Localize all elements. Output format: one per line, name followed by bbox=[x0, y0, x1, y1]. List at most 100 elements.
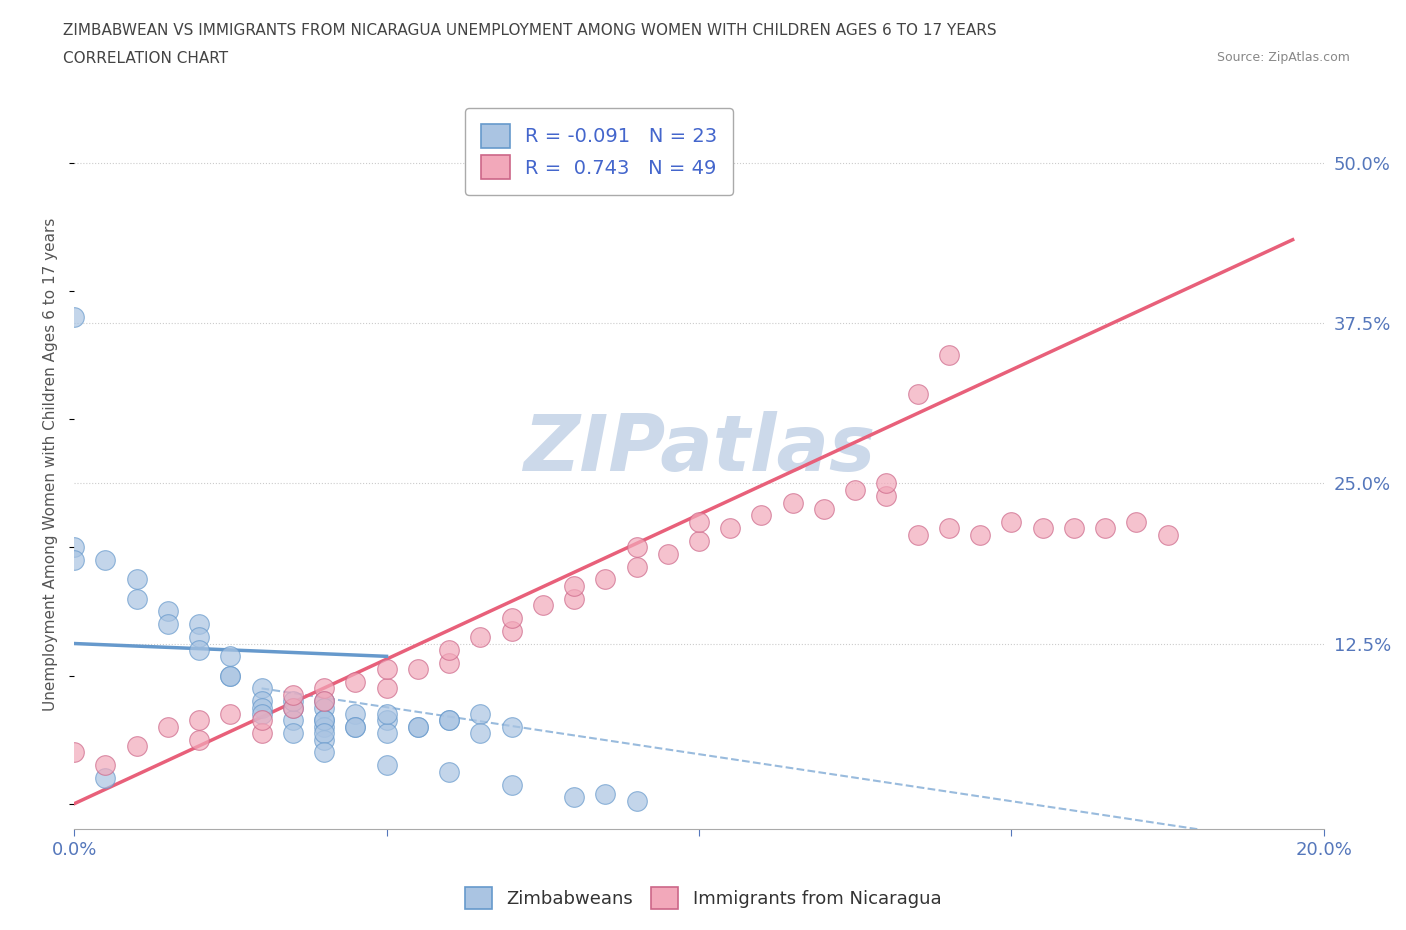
Point bbox=[406, 662, 429, 677]
Point bbox=[219, 668, 242, 683]
Point bbox=[375, 725, 398, 740]
Point bbox=[626, 559, 648, 574]
Point bbox=[437, 656, 460, 671]
Point bbox=[1094, 521, 1116, 536]
Point bbox=[94, 758, 117, 773]
Point bbox=[188, 643, 211, 658]
Point bbox=[907, 386, 929, 401]
Point bbox=[470, 725, 492, 740]
Point bbox=[562, 591, 585, 606]
Point bbox=[344, 720, 367, 735]
Point bbox=[125, 591, 148, 606]
Point bbox=[969, 527, 991, 542]
Point bbox=[94, 771, 117, 786]
Point bbox=[63, 540, 86, 555]
Point bbox=[344, 674, 367, 689]
Point bbox=[626, 540, 648, 555]
Point bbox=[875, 488, 897, 503]
Point bbox=[813, 501, 835, 516]
Point bbox=[501, 623, 523, 638]
Point bbox=[1000, 514, 1022, 529]
Point bbox=[156, 720, 179, 735]
Point bbox=[250, 725, 273, 740]
Point bbox=[875, 476, 897, 491]
Point bbox=[250, 694, 273, 709]
Point bbox=[470, 630, 492, 644]
Point bbox=[281, 700, 304, 715]
Point bbox=[312, 681, 335, 696]
Point bbox=[312, 713, 335, 728]
Point bbox=[531, 598, 554, 613]
Point bbox=[250, 707, 273, 722]
Point bbox=[156, 604, 179, 618]
Point bbox=[375, 681, 398, 696]
Point bbox=[281, 725, 304, 740]
Point bbox=[782, 495, 804, 510]
Point bbox=[219, 707, 242, 722]
Y-axis label: Unemployment Among Women with Children Ages 6 to 17 years: Unemployment Among Women with Children A… bbox=[44, 218, 58, 711]
Point bbox=[907, 527, 929, 542]
Point bbox=[281, 700, 304, 715]
Point bbox=[219, 649, 242, 664]
Point bbox=[188, 630, 211, 644]
Point bbox=[1063, 521, 1085, 536]
Text: ZIMBABWEAN VS IMMIGRANTS FROM NICARAGUA UNEMPLOYMENT AMONG WOMEN WITH CHILDREN A: ZIMBABWEAN VS IMMIGRANTS FROM NICARAGUA … bbox=[63, 23, 997, 38]
Point bbox=[219, 668, 242, 683]
Point bbox=[250, 713, 273, 728]
Point bbox=[688, 514, 710, 529]
Point bbox=[188, 713, 211, 728]
Legend: R = -0.091   N = 23, R =  0.743   N = 49: R = -0.091 N = 23, R = 0.743 N = 49 bbox=[465, 109, 733, 194]
Point bbox=[312, 713, 335, 728]
Point bbox=[312, 720, 335, 735]
Text: ZIPatlas: ZIPatlas bbox=[523, 411, 875, 487]
Point bbox=[63, 552, 86, 567]
Point bbox=[312, 725, 335, 740]
Point bbox=[250, 681, 273, 696]
Point bbox=[501, 610, 523, 625]
Point bbox=[125, 738, 148, 753]
Point bbox=[312, 732, 335, 747]
Point bbox=[626, 793, 648, 808]
Point bbox=[718, 521, 741, 536]
Point bbox=[437, 764, 460, 779]
Point bbox=[470, 707, 492, 722]
Point bbox=[312, 694, 335, 709]
Point bbox=[63, 745, 86, 760]
Point bbox=[437, 713, 460, 728]
Point bbox=[938, 348, 960, 363]
Point bbox=[562, 790, 585, 804]
Text: CORRELATION CHART: CORRELATION CHART bbox=[63, 51, 228, 66]
Point bbox=[281, 713, 304, 728]
Point bbox=[501, 720, 523, 735]
Point bbox=[1125, 514, 1147, 529]
Point bbox=[375, 707, 398, 722]
Point bbox=[938, 521, 960, 536]
Point bbox=[94, 552, 117, 567]
Point bbox=[751, 508, 773, 523]
Point bbox=[437, 713, 460, 728]
Text: Source: ZipAtlas.com: Source: ZipAtlas.com bbox=[1216, 51, 1350, 64]
Point bbox=[312, 700, 335, 715]
Point bbox=[844, 483, 866, 498]
Point bbox=[188, 732, 211, 747]
Point bbox=[657, 546, 679, 561]
Point bbox=[344, 707, 367, 722]
Point bbox=[593, 786, 616, 801]
Point bbox=[375, 713, 398, 728]
Point bbox=[375, 662, 398, 677]
Point bbox=[562, 578, 585, 593]
Point bbox=[281, 687, 304, 702]
Point bbox=[501, 777, 523, 792]
Point bbox=[188, 617, 211, 631]
Point bbox=[437, 643, 460, 658]
Legend: Zimbabweans, Immigrants from Nicaragua: Zimbabweans, Immigrants from Nicaragua bbox=[457, 880, 949, 916]
Point bbox=[281, 694, 304, 709]
Point bbox=[250, 700, 273, 715]
Point bbox=[125, 572, 148, 587]
Point bbox=[63, 309, 86, 324]
Point bbox=[406, 720, 429, 735]
Point bbox=[312, 694, 335, 709]
Point bbox=[593, 572, 616, 587]
Point bbox=[688, 534, 710, 549]
Point bbox=[312, 745, 335, 760]
